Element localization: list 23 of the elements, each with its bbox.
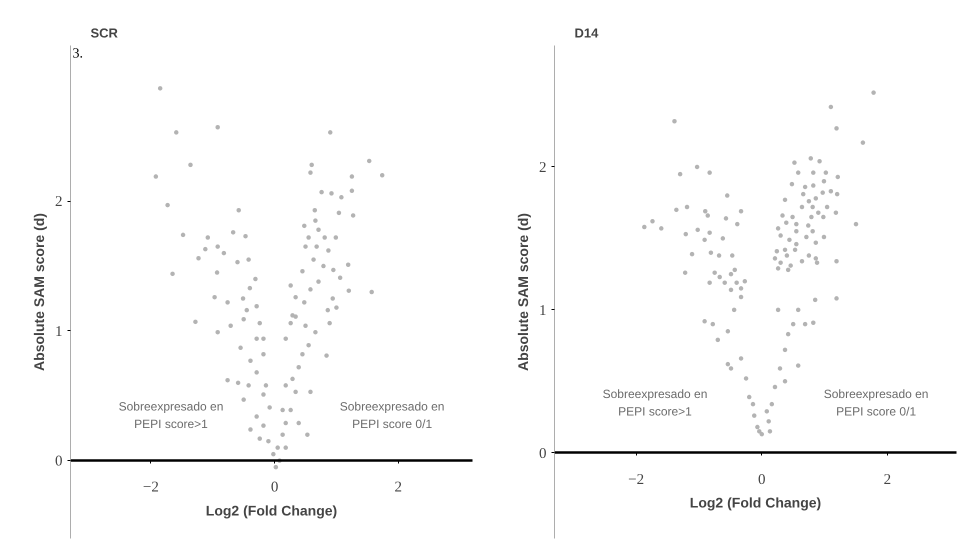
- y-tick-label: 0: [55, 454, 62, 470]
- annotation: Sobreexpresado en PEPI score>1: [118, 400, 224, 431]
- x-tick-label: −2: [628, 472, 644, 488]
- y-axis-title: Absolute SAM score (d): [515, 213, 531, 371]
- y-axis-title: Absolute SAM score (d): [31, 213, 47, 371]
- annotation: Sobreexpresado en PEPI score 0/1: [340, 400, 444, 431]
- x-tick-label: 0: [270, 480, 278, 496]
- x-tick-label: −2: [142, 480, 159, 496]
- annotation: Sobreexpresado en PEPI score 0/1: [824, 386, 928, 418]
- y-tick-label: 2: [55, 194, 62, 210]
- chart-title: SCR: [90, 26, 119, 40]
- chart-title: D14: [574, 26, 600, 40]
- y-tick-label: 2: [539, 160, 546, 176]
- x-axis-title: Log2 (Fold Change): [690, 494, 822, 510]
- y-tick-label: 1: [55, 324, 62, 340]
- x-axis-title: Log2 (Fold Change): [206, 502, 338, 518]
- x-tick-label: 0: [758, 472, 766, 488]
- x-tick-label: 2: [394, 480, 402, 496]
- annotation: 3.: [72, 46, 83, 62]
- y-tick-label: 1: [539, 302, 546, 319]
- y-tick-label: 0: [539, 446, 546, 462]
- annotation: Sobreexpresado en PEPI score>1: [602, 386, 708, 418]
- x-tick-label: 2: [884, 472, 892, 488]
